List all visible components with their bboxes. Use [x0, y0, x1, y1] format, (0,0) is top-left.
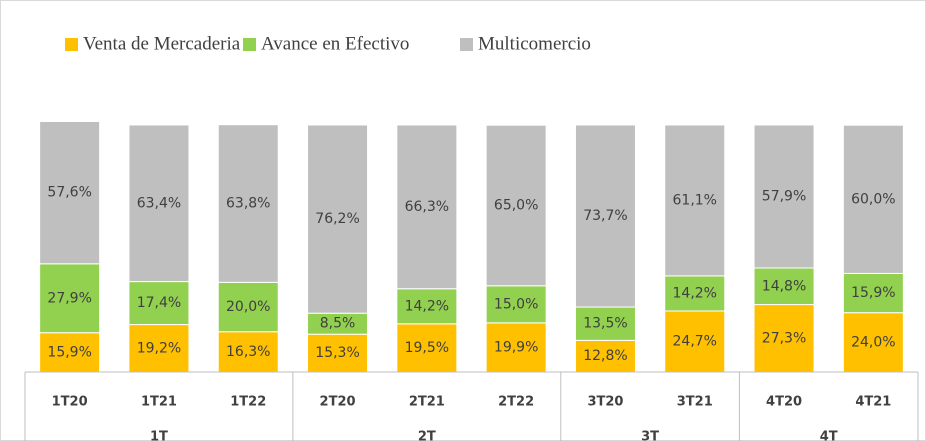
- bar-segment: [485, 124, 547, 287]
- data-label: 24,7%: [673, 333, 717, 349]
- data-label: 8,5%: [320, 316, 356, 332]
- group-label: 4T: [820, 430, 838, 441]
- bar-segment: [128, 281, 190, 326]
- bar-segment: [396, 124, 458, 290]
- x-tick-label: 3T20: [587, 395, 623, 410]
- data-label: 76,2%: [315, 211, 359, 227]
- bar-segment: [574, 306, 636, 341]
- group-label: 3T: [641, 430, 659, 441]
- group-label: 2T: [418, 430, 436, 441]
- data-label: 19,5%: [405, 340, 449, 356]
- bar-segment: [485, 322, 547, 373]
- data-label: 24,0%: [851, 334, 895, 350]
- data-label: 19,9%: [494, 339, 538, 355]
- legend-label: Multicomercio: [478, 33, 591, 54]
- group-label: 1T: [150, 430, 168, 441]
- data-label: 15,0%: [494, 296, 538, 312]
- legend-swatch: [65, 38, 78, 51]
- bar-segment: [217, 124, 279, 283]
- data-label: 15,9%: [851, 285, 895, 301]
- data-label: 57,9%: [762, 188, 806, 204]
- data-label: 63,8%: [226, 196, 270, 212]
- x-tick-label: 1T22: [230, 395, 266, 410]
- bar-segment: [396, 323, 458, 373]
- legend-swatch: [243, 38, 256, 51]
- data-label: 60,0%: [851, 191, 895, 207]
- data-label: 19,2%: [137, 340, 181, 356]
- bar-segment: [842, 124, 904, 274]
- data-label: 57,6%: [47, 185, 91, 201]
- x-tick-label: 4T21: [855, 395, 891, 410]
- bar-segment: [664, 124, 726, 277]
- bar-segment: [753, 124, 815, 269]
- data-label: 15,9%: [47, 344, 91, 360]
- legend-label: Avance en Efectivo: [261, 33, 409, 54]
- bar-segment: [753, 267, 815, 306]
- data-label: 12,8%: [583, 348, 627, 364]
- x-tick-label: 2T20: [320, 395, 356, 410]
- bar-segment: [39, 120, 101, 265]
- bar-segment: [217, 331, 279, 373]
- bar-segment: [485, 285, 547, 324]
- bar-segment: [307, 124, 369, 314]
- data-label: 73,7%: [583, 208, 627, 224]
- x-tick-label: 1T21: [141, 395, 177, 410]
- data-label: 65,0%: [494, 197, 538, 213]
- bar-segment: [574, 124, 636, 308]
- data-label: 16,3%: [226, 344, 270, 360]
- bar-segment: [664, 310, 726, 373]
- data-label: 17,4%: [137, 295, 181, 311]
- data-label: 27,3%: [762, 330, 806, 346]
- data-label: 14,8%: [762, 278, 806, 294]
- bar-segment: [217, 281, 279, 333]
- bar-segment: [842, 312, 904, 373]
- data-label: 14,2%: [673, 285, 717, 301]
- bar-segment: [574, 339, 636, 373]
- data-label: 63,4%: [137, 195, 181, 211]
- bar-segment: [128, 124, 190, 283]
- data-label: 61,1%: [673, 192, 717, 208]
- x-tick-label: 2T21: [409, 395, 445, 410]
- x-tick-label: 4T20: [766, 395, 802, 410]
- legend-swatch: [460, 38, 473, 51]
- x-tick-label: 1T20: [52, 395, 88, 410]
- bar-segment: [307, 333, 369, 373]
- data-label: 66,3%: [405, 199, 449, 215]
- x-tick-label: 3T21: [677, 395, 713, 410]
- x-tick-label: 2T22: [498, 395, 534, 410]
- data-label: 14,2%: [405, 298, 449, 314]
- data-label: 27,9%: [47, 290, 91, 306]
- legend-label: Venta de Mercaderia: [83, 33, 241, 54]
- data-label: 13,5%: [583, 316, 627, 332]
- data-label: 15,3%: [315, 345, 359, 361]
- bar-segment: [842, 272, 904, 314]
- data-label: 20,0%: [226, 299, 270, 315]
- bar-segment: [39, 332, 101, 373]
